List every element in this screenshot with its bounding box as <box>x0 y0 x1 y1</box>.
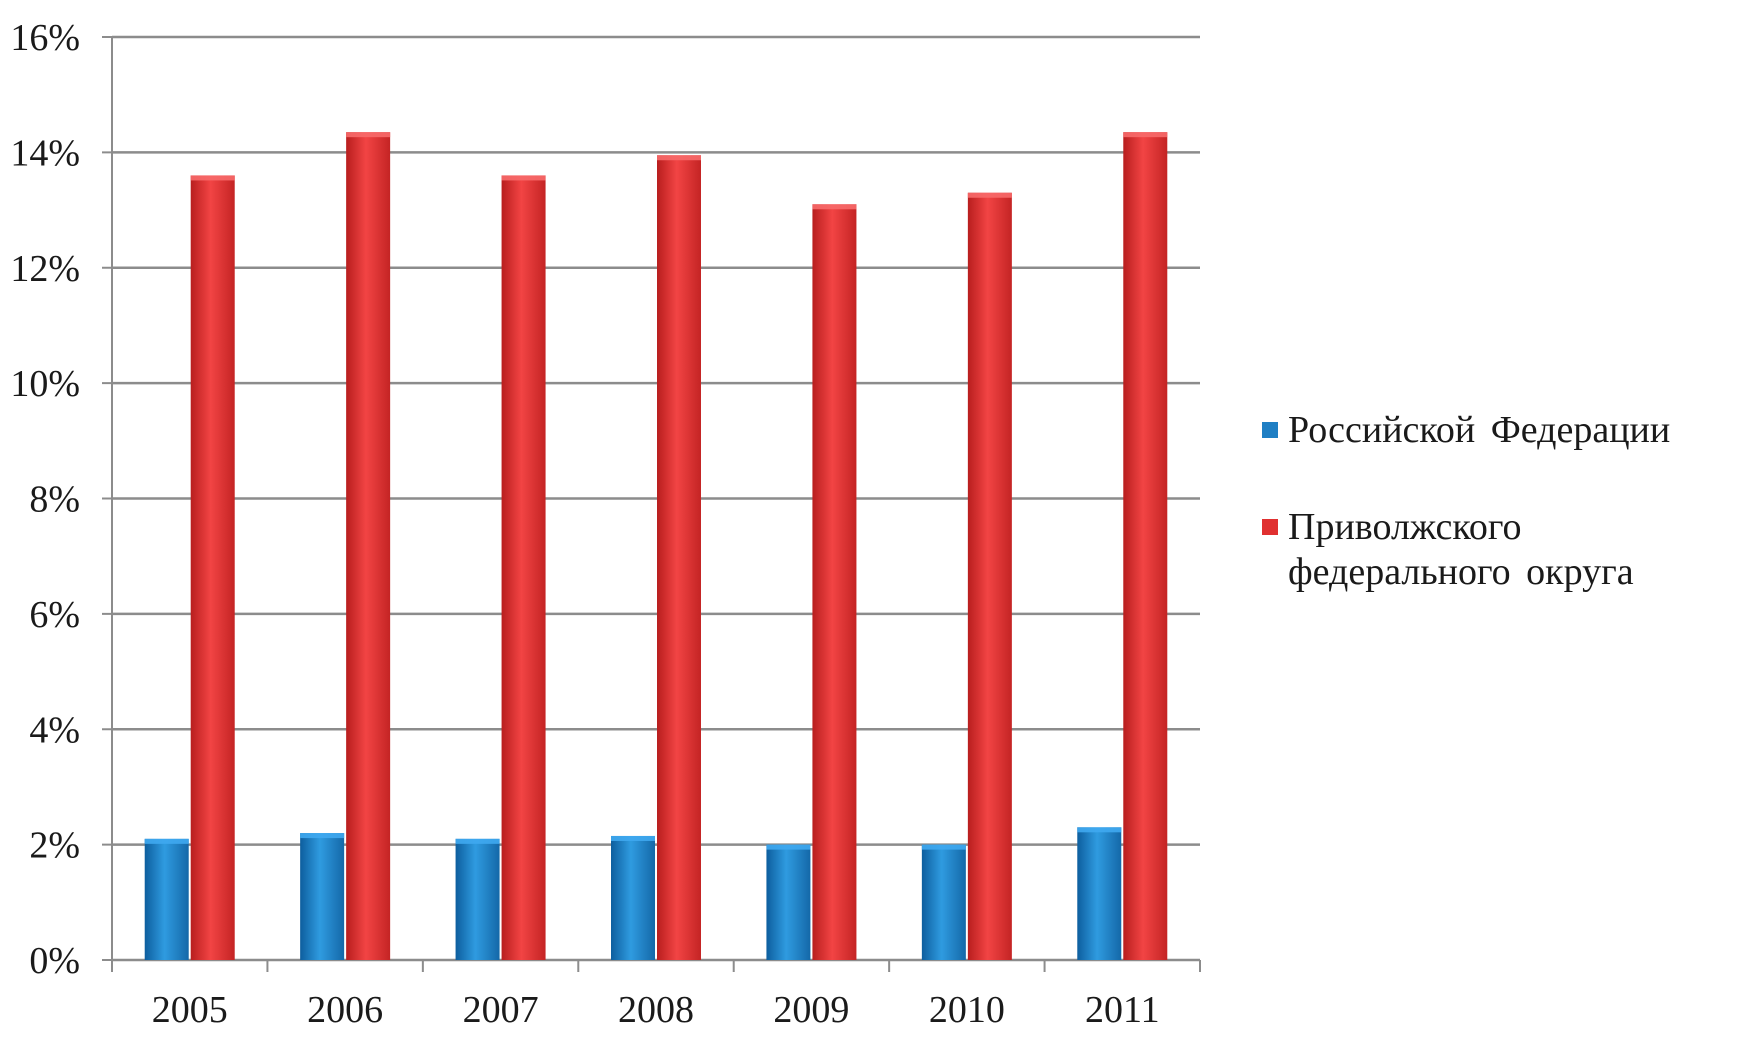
y-tick-label: 12% <box>10 248 80 290</box>
bar-top-highlight <box>1077 827 1122 833</box>
bar-top-highlight <box>657 155 701 161</box>
bar-top-highlight <box>921 844 966 850</box>
bar-top-highlight <box>455 838 500 844</box>
axes <box>102 36 1201 972</box>
legend-label-series-2: Приволжского федерального округа <box>1288 505 1634 593</box>
bar-top-highlight <box>766 844 811 850</box>
x-tick-label: 2009 <box>773 989 849 1031</box>
x-tick-label: 2011 <box>1085 989 1160 1031</box>
bar-top-highlight <box>1123 132 1168 138</box>
y-tick-label: 14% <box>10 132 80 174</box>
y-tick-label: 16% <box>10 17 80 59</box>
legend-swatch-series-1 <box>1262 422 1278 438</box>
bar-rf-2008 <box>611 835 655 960</box>
x-tick-label: 2008 <box>618 989 694 1031</box>
x-tick-label: 2007 <box>463 989 539 1031</box>
legend-item-series-1: Российской Федерации <box>1262 408 1732 453</box>
bar-rf-2009 <box>766 844 811 960</box>
legend-label-series-1: Российской Федерации <box>1288 409 1671 451</box>
bar-pfo-2010 <box>967 192 1012 961</box>
bar-top-highlight <box>967 192 1012 198</box>
bar-rf-2006 <box>300 833 345 960</box>
bar-rf-2005 <box>144 838 189 960</box>
y-tick-label: 0% <box>29 940 80 982</box>
bar-rf-2010 <box>921 844 966 960</box>
x-tick-label: 2010 <box>929 989 1005 1031</box>
bar-top-highlight <box>611 835 655 841</box>
bar-rf-2011 <box>1077 827 1122 960</box>
legend: Российской Федерации Приволжского федера… <box>1262 408 1732 646</box>
y-tick-label: 10% <box>10 363 80 405</box>
bar-pfo-2007 <box>501 175 546 960</box>
x-tick-labels: 2005 2006 2007 2008 2009 2010 2011 <box>152 989 1160 1031</box>
bar-pfo-2011 <box>1123 132 1168 960</box>
x-tick-label: 2006 <box>307 989 383 1031</box>
y-tick-label: 2% <box>29 825 80 867</box>
bar-pfo-2006 <box>346 132 391 960</box>
gridlines <box>112 35 1200 846</box>
bar-pfo-2005 <box>190 175 235 960</box>
bar-top-highlight <box>144 838 189 844</box>
y-tick-label: 4% <box>29 709 80 751</box>
y-tick-labels: 0% 2% 4% 6% 8% 10% 12% 14% 16% <box>10 17 80 982</box>
bar-top-highlight <box>190 175 235 181</box>
bars <box>144 132 1168 961</box>
bar-top-highlight <box>346 132 391 138</box>
bar-pfo-2009 <box>812 204 857 960</box>
bar-top-highlight <box>812 204 857 210</box>
bar-top-highlight <box>501 175 546 181</box>
bar-pfo-2008 <box>657 155 701 960</box>
legend-swatch-series-2 <box>1262 518 1278 535</box>
y-tick-label: 8% <box>29 479 80 521</box>
legend-item-series-2: Приволжского федерального округа <box>1262 505 1732 595</box>
x-tick-label: 2005 <box>152 989 228 1031</box>
bar-rf-2007 <box>455 838 500 960</box>
bar-top-highlight <box>300 833 345 839</box>
y-tick-label: 6% <box>29 594 80 636</box>
